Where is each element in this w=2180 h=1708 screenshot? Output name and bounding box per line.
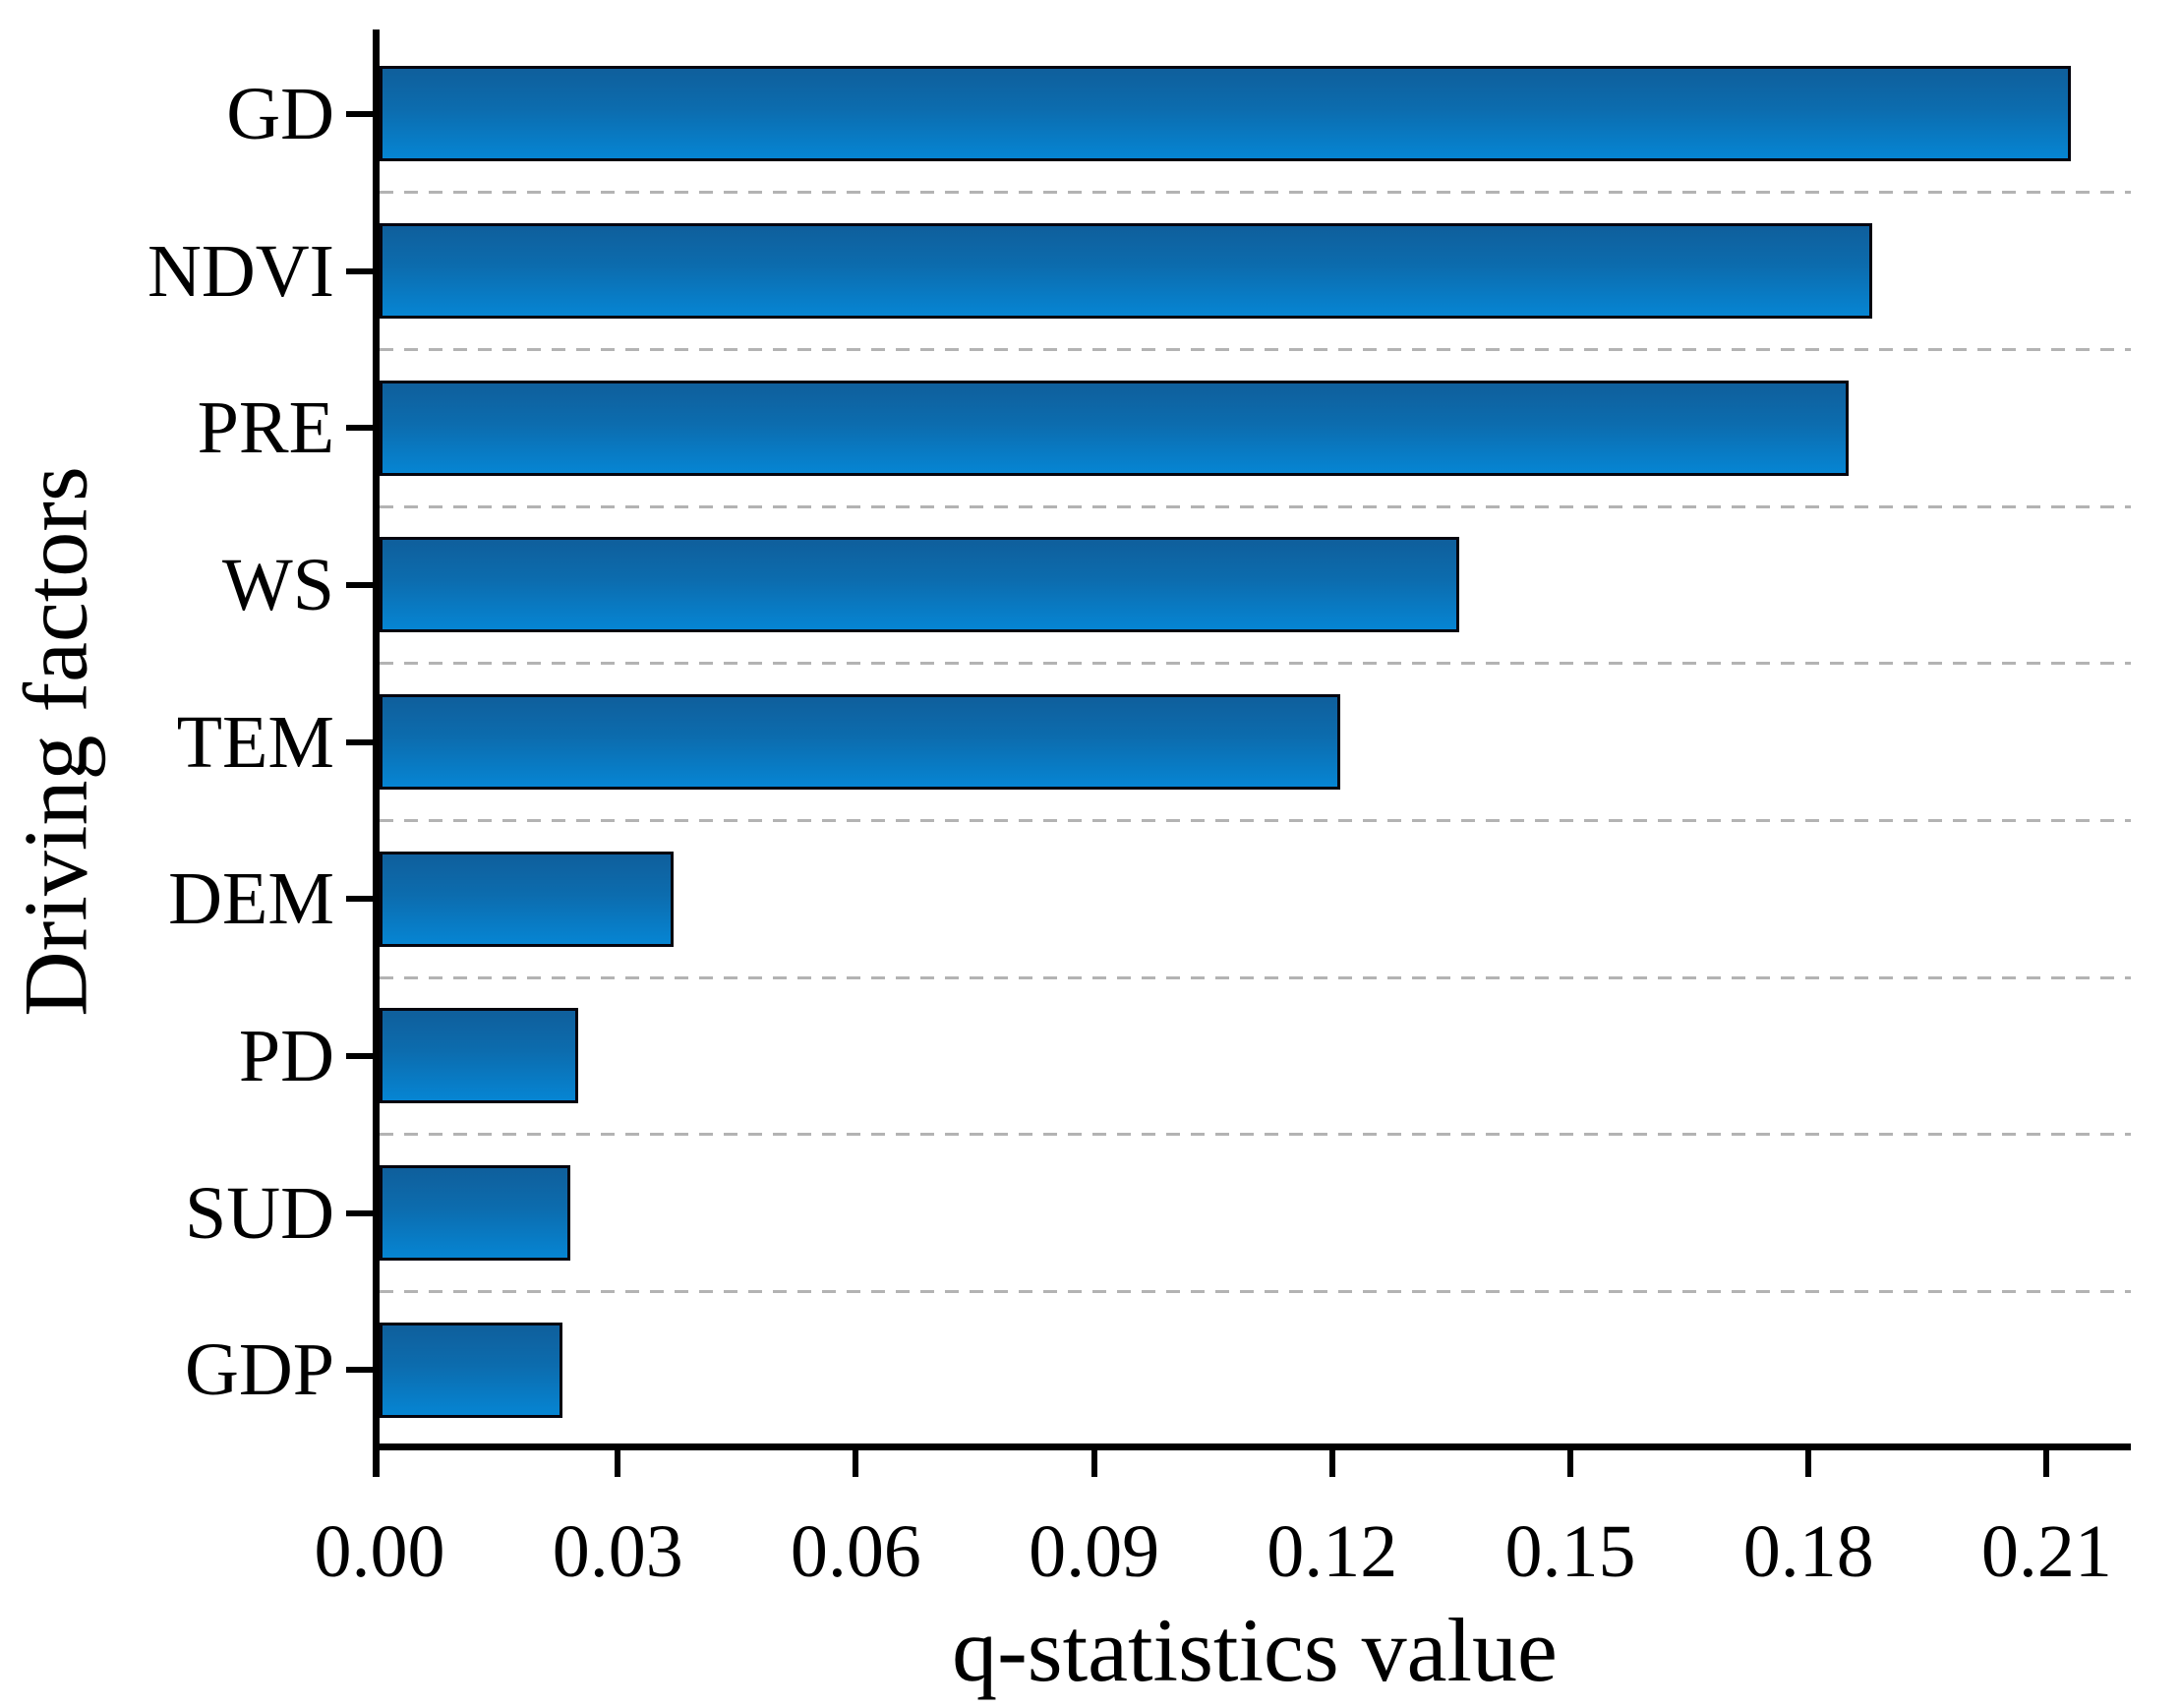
y-axis-tick [346, 1367, 373, 1374]
x-tick-label-0.00: 0.00 [314, 1510, 445, 1593]
gridline [380, 347, 2131, 351]
category-label-ndvi: NDVI [147, 229, 334, 313]
category-label-tem: TEM [176, 700, 334, 784]
x-tick-label-0.03: 0.03 [552, 1510, 683, 1593]
bar-pre [380, 381, 1849, 476]
y-axis-line [373, 29, 380, 1477]
bar-ws [380, 537, 1459, 632]
y-axis-tick [346, 267, 373, 274]
bar-gdp [380, 1323, 562, 1418]
bar-ndvi [380, 223, 1872, 319]
gridline [380, 975, 2131, 979]
x-axis-tick [2043, 1450, 2050, 1477]
gridline [380, 818, 2131, 822]
x-tick-label-0.12: 0.12 [1267, 1510, 1398, 1593]
bar-dem [380, 852, 674, 947]
category-label-ws: WS [222, 543, 334, 626]
x-tick-label-0.15: 0.15 [1504, 1510, 1636, 1593]
x-axis-line [373, 1443, 2131, 1450]
category-label-sud: SUD [184, 1171, 334, 1255]
category-label-pre: PRE [197, 386, 334, 470]
x-axis-tick [1090, 1450, 1097, 1477]
gridline [380, 504, 2131, 508]
gridline [380, 1133, 2131, 1137]
y-axis-tick [346, 1052, 373, 1059]
x-axis-tick [615, 1450, 621, 1477]
bar-pd [380, 1008, 578, 1103]
x-tick-label-0.06: 0.06 [790, 1510, 921, 1593]
x-axis-tick [1805, 1450, 1812, 1477]
category-label-gd: GD [226, 72, 334, 155]
y-axis-tick [346, 425, 373, 432]
x-tick-label-0.21: 0.21 [1980, 1510, 2112, 1593]
gridline [380, 191, 2131, 195]
x-tick-label-0.18: 0.18 [1742, 1510, 1874, 1593]
bar-sud [380, 1165, 570, 1261]
x-tick-label-0.09: 0.09 [1029, 1510, 1160, 1593]
y-axis-tick [346, 738, 373, 745]
gridline [380, 1289, 2131, 1293]
y-axis-tick [346, 581, 373, 588]
category-label-pd: PD [238, 1014, 334, 1097]
y-axis-tick [346, 896, 373, 903]
y-axis-tick [346, 1209, 373, 1216]
y-axis-tick [346, 110, 373, 117]
x-axis-tick [853, 1450, 859, 1477]
gridline [380, 662, 2131, 666]
category-label-dem: DEM [168, 857, 334, 941]
category-label-gdp: GDP [184, 1328, 334, 1412]
x-axis-tick [1328, 1450, 1335, 1477]
x-axis-title: q-statistics value [952, 1600, 1558, 1700]
x-axis-tick [1567, 1450, 1573, 1477]
bar-tem [380, 694, 1340, 790]
bar-gd [380, 66, 2071, 161]
